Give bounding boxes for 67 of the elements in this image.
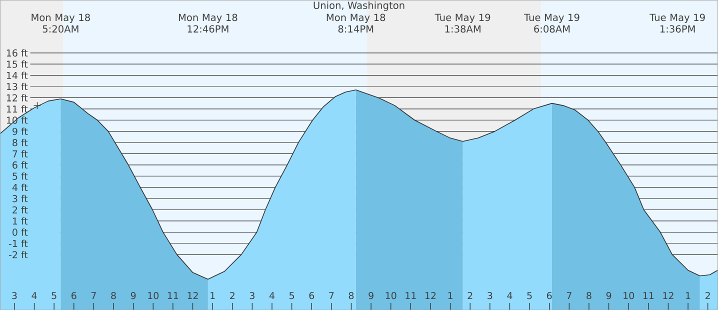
x-tick-label: 4 [507, 292, 512, 299]
x-tick-label: 10 [148, 292, 159, 299]
x-tick-label: 9 [606, 292, 612, 299]
x-tick-label: 2 [468, 292, 472, 299]
y-tick-label: -2 ft [8, 250, 28, 258]
annotation: 5:20AM [42, 25, 78, 32]
y-tick-label: 9 ft [12, 127, 28, 135]
x-tick-label: 2 [706, 292, 710, 299]
x-tick-label: 10 [624, 292, 634, 299]
annotation: 8:14PM [338, 25, 374, 32]
annotation: Mon May 18 [32, 14, 90, 23]
x-tick-label: 1 [448, 292, 452, 299]
y-tick-label: 7 ft [12, 150, 28, 158]
x-tick-label: 1 [686, 292, 690, 299]
x-tick-label: 12 [425, 292, 436, 299]
annotation: 12:46PM [188, 25, 228, 32]
x-tick-label: 8 [348, 292, 354, 299]
x-tick-label: 4 [269, 292, 274, 299]
x-tick-label: 4 [32, 292, 37, 299]
x-tick-label: 10 [386, 292, 396, 299]
y-tick-label: 4 ft [12, 184, 28, 191]
chart-title: Union, Washington [314, 1, 404, 11]
annotation: Tue May 19 [524, 14, 580, 23]
x-tick-label: 12 [188, 292, 198, 299]
annotation: Mon May 18 [326, 14, 386, 23]
x-tick-label: 11 [168, 292, 178, 299]
x-tick-label: 9 [368, 292, 374, 299]
x-tick-label: 5 [290, 292, 294, 299]
x-tick-label: 7 [91, 292, 96, 299]
y-tick-label: 13 ft [6, 82, 28, 90]
y-tick-label: 15 ft [6, 60, 28, 68]
y-tick-label: 11 ft [6, 105, 28, 112]
y-tick-label: 2 ft [12, 206, 28, 214]
x-tick-label: 5 [527, 292, 532, 299]
y-tick-label: 8 ft [12, 138, 28, 146]
x-tick-label: 8 [111, 292, 116, 299]
x-tick-label: 7 [329, 292, 334, 299]
x-tick-label: 6 [309, 292, 314, 299]
y-tick-label: 0 ft [12, 228, 28, 236]
x-tick-label: 12 [663, 292, 674, 299]
x-tick-label: 3 [488, 292, 492, 299]
annotation: Tue May 19 [650, 14, 705, 23]
annotation: 1:36PM [660, 25, 695, 32]
x-tick-label: 11 [406, 292, 416, 299]
x-tick-label: 1 [210, 292, 215, 299]
x-tick-label: 2 [230, 292, 234, 299]
x-tick-label: 9 [130, 292, 136, 299]
x-tick-label: 7 [566, 292, 572, 299]
x-tick-label: 3 [12, 292, 17, 299]
y-tick-label: 6 ft [12, 161, 28, 168]
annotation: 1:38AM [445, 25, 480, 32]
x-tick-label: 6 [72, 292, 76, 299]
y-tick-label: 14 ft [6, 72, 28, 79]
y-tick-label: 5 ft [12, 172, 28, 180]
y-tick-label: 1 ft [12, 217, 28, 224]
annotation: Tue May 19 [434, 14, 490, 23]
x-tick-label: 5 [52, 292, 56, 299]
x-tick-label: 6 [546, 292, 552, 299]
y-tick-label: -1 ft [8, 240, 28, 247]
y-tick-label: 12 ft [6, 94, 28, 102]
x-tick-label: 11 [643, 292, 654, 299]
annotation: 6:08AM [534, 25, 570, 32]
y-tick-label: 3 ft [12, 194, 28, 202]
x-tick-label: 3 [250, 292, 254, 299]
annotation: Mon May 18 [178, 14, 238, 23]
y-tick-label: 16 ft [6, 49, 28, 56]
x-tick-label: 8 [586, 292, 592, 299]
